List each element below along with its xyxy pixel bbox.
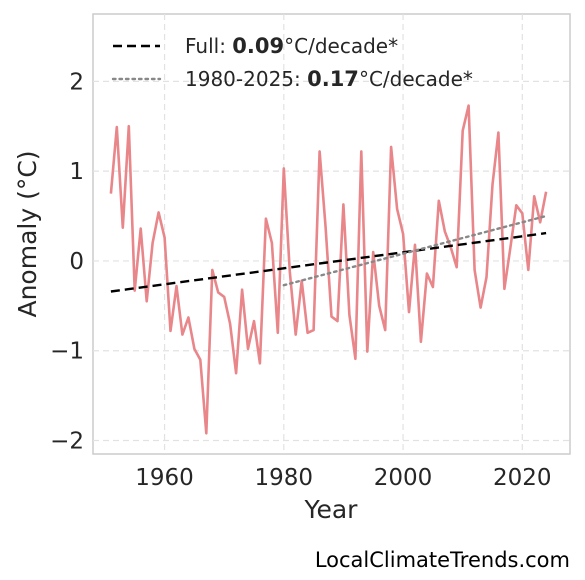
x-tick-label: 1980 xyxy=(255,465,314,491)
legend: Full: 0.09°C/decade*1980-2025: 0.17°C/de… xyxy=(111,34,473,91)
y-tick-label: 0 xyxy=(69,249,84,275)
x-tick-labels: 1960 1980 2000 2020 xyxy=(135,465,551,491)
legend-suffix: °C/decade* xyxy=(284,34,398,58)
legend-entry: 1980-2025: 0.17°C/decade* xyxy=(185,67,473,91)
series-group xyxy=(109,104,548,435)
series-line-dashed xyxy=(110,231,547,293)
chart: 1960 1980 2000 2020 −2 −1 0 1 2 Year Anomaly (°… xyxy=(13,13,571,524)
legend-rate-value: 0.09 xyxy=(232,34,284,58)
legend-rate-value: 0.17 xyxy=(307,67,359,91)
y-tick-label: 1 xyxy=(69,159,84,185)
legend-prefix: Full: xyxy=(185,34,232,58)
y-axis-label: Anomaly (°C) xyxy=(13,150,42,317)
legend-suffix: °C/decade* xyxy=(359,67,473,91)
y-tick-label: 2 xyxy=(69,69,84,95)
legend-entry: Full: 0.09°C/decade* xyxy=(185,34,398,58)
x-tick-label: 2000 xyxy=(374,465,433,491)
x-axis-label: Year xyxy=(304,495,359,524)
y-tick-label: −2 xyxy=(50,429,84,455)
y-tick-labels: −2 −1 0 1 2 xyxy=(50,69,84,454)
watermark: LocalClimateTrends.com xyxy=(314,548,570,572)
y-tick-label: −1 xyxy=(50,339,84,365)
legend-prefix: 1980-2025: xyxy=(185,67,307,91)
x-tick-label: 1960 xyxy=(135,465,194,491)
series-line-dotted xyxy=(282,214,548,287)
x-tick-label: 2020 xyxy=(493,465,552,491)
